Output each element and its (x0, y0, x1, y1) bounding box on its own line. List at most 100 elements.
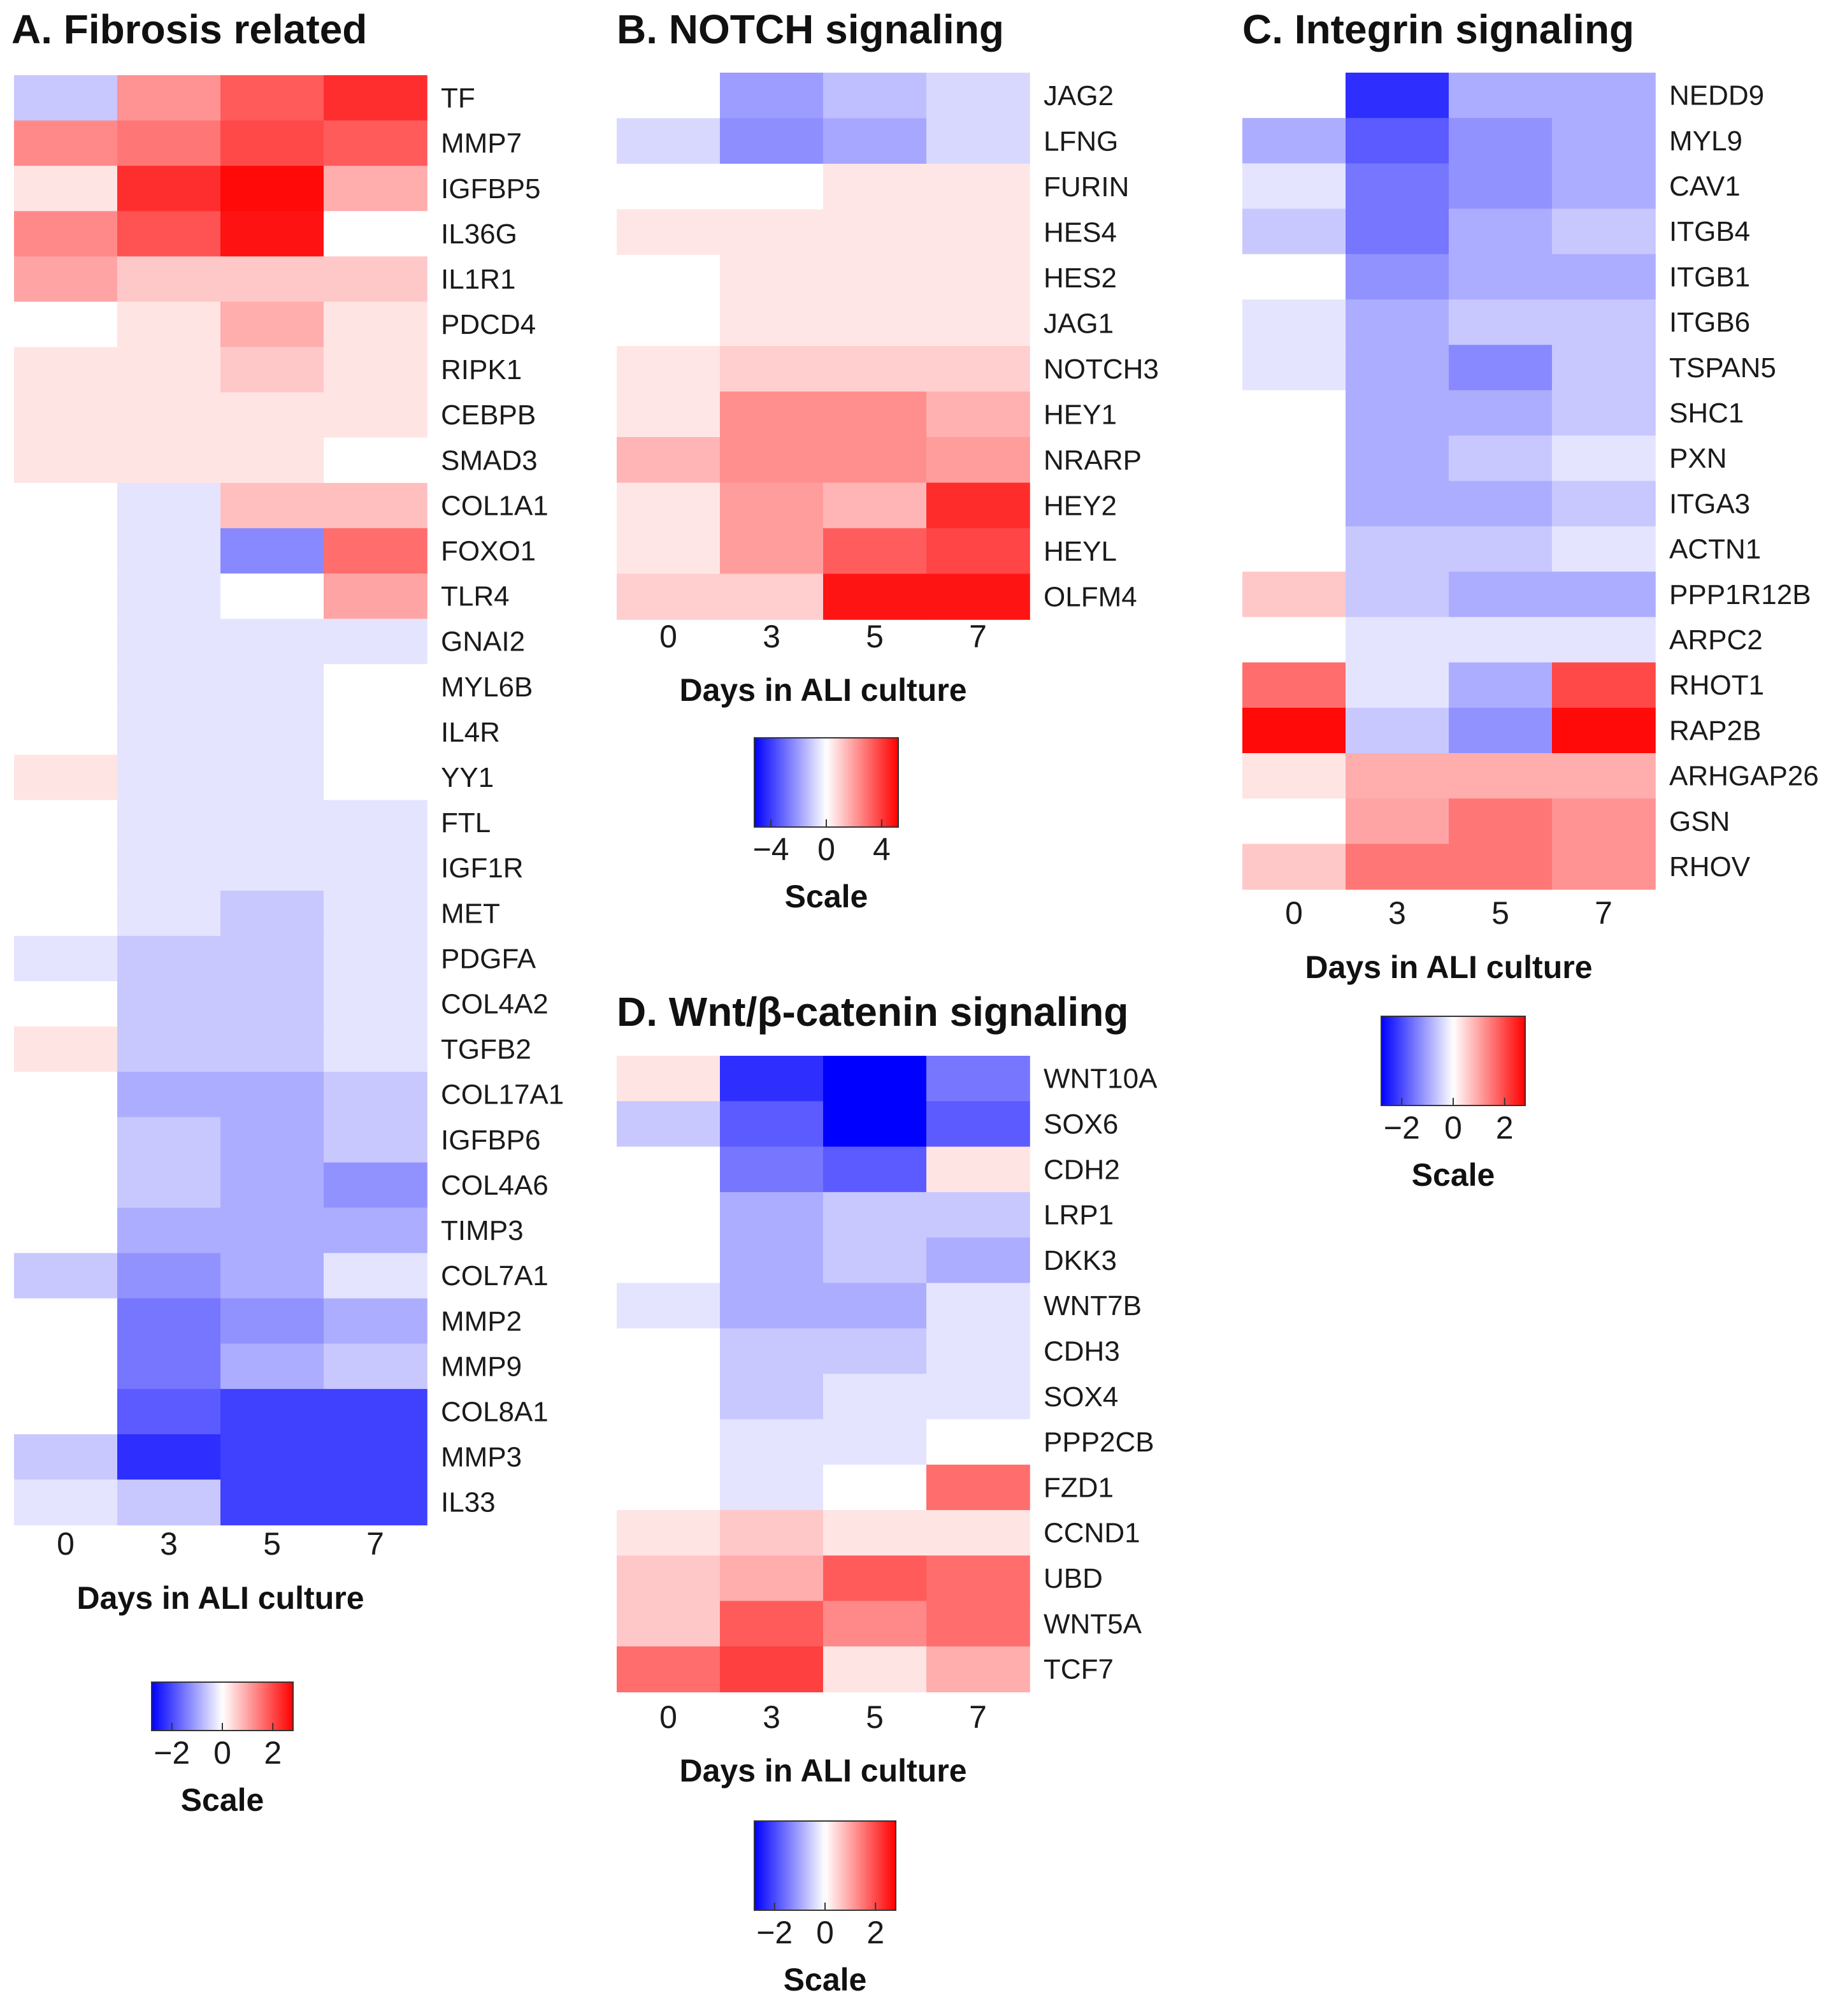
scale-gradient-step (220, 1682, 223, 1731)
gene-label: MYL9 (1669, 126, 1742, 157)
scale-gradient-step (1441, 1016, 1444, 1105)
scale-gradient-step (152, 1682, 155, 1731)
heatmap-cell (926, 528, 1030, 575)
heatmap-cell (1346, 662, 1449, 709)
scale-gradient-step (824, 738, 827, 827)
scale-gradient-step (184, 1682, 188, 1731)
heatmap-cell (617, 437, 721, 484)
heatmap-cell (720, 255, 824, 301)
heatmap-cell (117, 800, 221, 846)
heatmap-cell (823, 255, 927, 301)
scale-gradient-step (227, 1682, 230, 1731)
scale-gradient-step (759, 738, 762, 827)
heatmap-cell (117, 890, 221, 937)
heatmap-grid (1242, 73, 1656, 890)
heatmap-cell (720, 1646, 824, 1692)
heatmap-cell (1449, 118, 1553, 164)
scale-gradient-step (879, 1821, 882, 1910)
gene-label: COL4A2 (441, 989, 549, 1020)
scale-title: Scale (784, 1962, 867, 1998)
heatmap-cell (324, 1388, 427, 1435)
heatmap-cell (14, 1343, 118, 1390)
heatmap-cell (926, 1328, 1030, 1374)
scale-gradient-step (869, 738, 873, 827)
gene-label: JAG2 (1044, 80, 1114, 112)
heatmap-cell (1552, 662, 1656, 709)
heatmap-cell (1346, 254, 1449, 300)
scale-gradient-step (159, 1682, 162, 1731)
scale-gradient-step (1489, 1016, 1492, 1105)
scale-gradient-step (780, 738, 784, 827)
scale-gradient-step (1426, 1016, 1430, 1105)
heatmap-cell (617, 1328, 721, 1374)
gene-label: IGFBP6 (441, 1125, 541, 1156)
heatmap-cell (926, 73, 1030, 119)
heatmap-cell (220, 1388, 324, 1435)
heatmap-cell (1242, 345, 1346, 391)
heatmap-cell (823, 1101, 927, 1148)
heatmap-cell (324, 392, 427, 438)
gene-label: ACTN1 (1669, 534, 1761, 565)
heatmap-cell (324, 754, 427, 801)
heatmap-cell (617, 1146, 721, 1193)
scale-gradient-step (1482, 1016, 1485, 1105)
scale-gradient-step (1513, 1016, 1516, 1105)
heatmap-cell (220, 619, 324, 665)
gene-label: COL1A1 (441, 490, 549, 521)
heatmap-cell (220, 935, 324, 982)
heatmap-cell (1552, 798, 1656, 845)
scale-gradient-step (840, 738, 844, 827)
heatmap-cell (324, 301, 427, 348)
scale-gradient-step (850, 738, 854, 827)
heatmap-cell (1346, 572, 1449, 618)
heatmap-cell (14, 1162, 118, 1209)
heatmap-cell (324, 1207, 427, 1254)
scale-gradient-step (206, 1682, 209, 1731)
scale-gradient-step (1443, 1016, 1447, 1105)
heatmap-cell (1449, 572, 1553, 618)
scale-gradient-step (248, 1682, 251, 1731)
heatmap-cell (14, 573, 118, 619)
scale-gradient-step (820, 1821, 823, 1910)
scale-gradient-step (826, 738, 829, 827)
heatmap-cell (1449, 707, 1553, 754)
heatmap-cell (617, 482, 721, 529)
scale-gradient-step (810, 1821, 814, 1910)
scale-gradient-step (1479, 1016, 1483, 1105)
gene-label: UBD (1044, 1563, 1103, 1594)
scale-gradient-step (1501, 1016, 1504, 1105)
heatmap-cell (14, 120, 118, 166)
scale-gradient-step (796, 1821, 800, 1910)
scale-gradient-step (1474, 1016, 1478, 1105)
heatmap-cell (823, 118, 927, 164)
gene-label: GSN (1669, 806, 1730, 837)
scale-gradient-step (1465, 1016, 1468, 1105)
heatmap-cell (617, 573, 721, 620)
heatmap-cell (617, 1237, 721, 1284)
gene-label: RHOT1 (1669, 670, 1764, 701)
heatmap-cell (220, 1480, 324, 1525)
heatmap-cell (117, 1117, 221, 1163)
heatmap-cell (926, 391, 1030, 438)
heatmap-cell (617, 73, 721, 119)
scale-gradient-step (831, 738, 834, 827)
scale-gradient-step (855, 738, 858, 827)
scale-gradient-step (874, 738, 877, 827)
heatmap-cell (1346, 707, 1449, 754)
heatmap-cell (324, 664, 427, 710)
heatmap-cell (823, 1283, 927, 1329)
heatmap-cell (926, 164, 1030, 210)
heatmap-cell (720, 391, 824, 438)
color-scale-legend: −2 0 2 Scale (754, 1820, 896, 1998)
heatmap-cell (220, 75, 324, 121)
scale-gradient-step (817, 1821, 821, 1910)
scale-gradient-step (816, 738, 820, 827)
heatmap-cell (720, 300, 824, 347)
gene-label: COL17A1 (441, 1079, 564, 1111)
scale-gradient-step (203, 1682, 206, 1731)
day-label: 7 (969, 1699, 987, 1735)
scale-gradient-step (863, 1821, 866, 1910)
scale-gradient-step (1496, 1016, 1500, 1105)
scale-gradient-step (773, 1821, 776, 1910)
